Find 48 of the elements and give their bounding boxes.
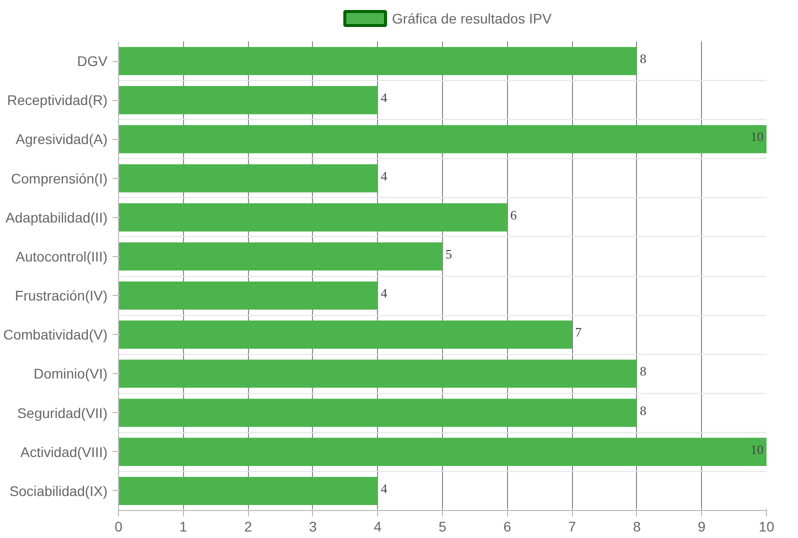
y-tick-label: Frustración(IV) (14, 288, 108, 304)
x-tick-label: 8 (633, 518, 642, 534)
data-label: 10 (750, 442, 764, 457)
x-tick-label: 5 (438, 518, 447, 534)
x-tick-label: 0 (114, 518, 123, 534)
bar (118, 281, 378, 310)
bar (118, 125, 766, 154)
x-tick-label: 10 (758, 518, 774, 534)
x-tick-label: 3 (309, 518, 318, 534)
data-label: 6 (510, 207, 518, 222)
x-tick-label: 4 (374, 518, 382, 534)
bar (118, 360, 637, 388)
bar (118, 86, 378, 114)
data-label: 8 (640, 402, 646, 418)
bar (118, 46, 637, 76)
data-label: 7 (575, 324, 582, 340)
y-tick-label: Combatividad(V) (3, 326, 108, 343)
x-tick-label: 1 (179, 518, 188, 534)
y-tick-label: Adaptabilidad(II) (6, 209, 108, 226)
data-label: 10 (750, 129, 764, 144)
bar (118, 320, 572, 349)
bar (118, 438, 766, 466)
y-tick-label: Seguridad(VII) (17, 404, 108, 421)
data-label: 4 (380, 286, 388, 301)
data-label: 8 (640, 51, 646, 66)
y-tick-label: Actividad(VIII) (20, 444, 108, 460)
x-tick-label: 6 (503, 518, 512, 534)
bar (118, 242, 442, 271)
bar (118, 164, 378, 192)
x-tick-label: 2 (244, 518, 252, 534)
y-tick-label: Receptividad(R) (7, 92, 108, 108)
bar (118, 476, 378, 506)
bar (118, 203, 508, 232)
legend-label: Gráfica de resultados IPV (392, 10, 552, 26)
y-tick-label: Autocontrol(III) (16, 248, 108, 264)
data-label: 4 (380, 168, 388, 184)
data-label: 5 (446, 246, 452, 262)
x-tick-label: 9 (698, 518, 706, 534)
data-label: 4 (380, 480, 388, 496)
y-tick-label: Dominio(VI) (34, 366, 108, 382)
y-tick-label: Comprensión(I) (11, 170, 108, 186)
x-tick-label: 7 (568, 518, 576, 534)
y-tick-label: DGV (77, 53, 108, 70)
y-tick-label: Agresividad(A) (16, 131, 108, 148)
bar (118, 398, 637, 427)
y-tick-label: Sociabilidad(IX) (9, 482, 108, 499)
data-label: 4 (380, 90, 388, 106)
data-label: 8 (640, 364, 646, 379)
